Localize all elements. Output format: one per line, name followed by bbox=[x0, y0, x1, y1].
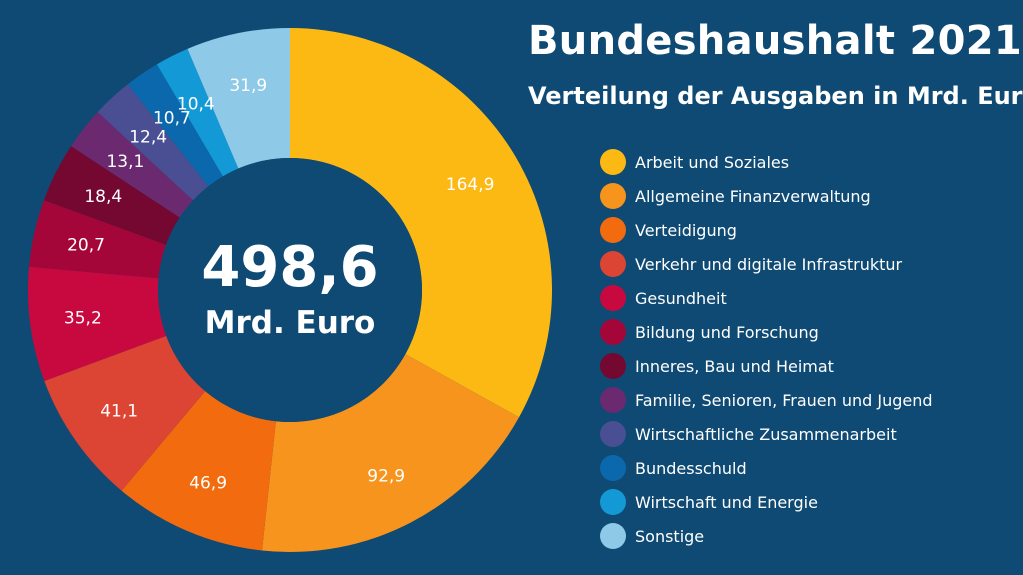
legend-item: Gesundheit bbox=[600, 281, 933, 315]
total-value: 498,6 bbox=[201, 235, 378, 300]
legend-swatch bbox=[600, 455, 626, 481]
legend-swatch bbox=[600, 353, 626, 379]
slice-value-label: 35,2 bbox=[64, 309, 102, 329]
legend-item: Bildung und Forschung bbox=[600, 315, 933, 349]
legend-swatch bbox=[600, 489, 626, 515]
legend-item: Wirtschaft und Energie bbox=[600, 485, 933, 519]
legend-item: Verkehr und digitale Infrastruktur bbox=[600, 247, 933, 281]
legend-item: Allgemeine Finanzverwaltung bbox=[600, 179, 933, 213]
legend-label: Gesundheit bbox=[635, 288, 727, 308]
slice-value-label: 92,9 bbox=[367, 467, 405, 487]
donut-slice bbox=[127, 64, 223, 187]
donut-slice bbox=[121, 391, 276, 551]
donut-slice bbox=[290, 28, 552, 418]
legend-label: Sonstige bbox=[635, 526, 705, 546]
legend-swatch bbox=[600, 421, 626, 447]
donut-chart: 164,992,946,941,135,220,718,413,112,410,… bbox=[27, 27, 552, 553]
donut-slice bbox=[97, 84, 209, 201]
donut-slice bbox=[43, 146, 180, 245]
legend-swatch bbox=[600, 285, 626, 311]
slice-value-label: 41,1 bbox=[100, 401, 138, 421]
legend-item: Bundesschuld bbox=[600, 451, 933, 485]
legend-swatch bbox=[600, 149, 626, 175]
legend-swatch bbox=[600, 251, 626, 277]
legend-label: Familie, Senioren, Frauen und Jugend bbox=[635, 390, 933, 410]
donut-slice bbox=[156, 48, 239, 177]
legend-item: Wirtschaftliche Zusammenarbeit bbox=[600, 417, 933, 451]
donut-slice bbox=[261, 354, 520, 553]
legend-label: Allgemeine Finanzverwaltung bbox=[635, 186, 871, 206]
donut-slice bbox=[44, 335, 206, 491]
slice-value-label: 31,9 bbox=[229, 76, 267, 96]
chart-title: Bundeshaushalt 2021 bbox=[528, 18, 1023, 64]
donut-slice bbox=[27, 266, 167, 382]
slice-value-label: 46,9 bbox=[189, 473, 227, 493]
slice-value-label: 10,7 bbox=[153, 109, 191, 129]
legend-label: Bildung und Forschung bbox=[635, 322, 819, 342]
donut-slice bbox=[187, 27, 290, 169]
legend-swatch bbox=[600, 217, 626, 243]
legend-swatch bbox=[600, 387, 626, 413]
legend-swatch bbox=[600, 183, 626, 209]
total-unit: Mrd. Euro bbox=[205, 305, 376, 341]
legend-label: Arbeit und Soziales bbox=[635, 152, 790, 172]
legend-item: Familie, Senioren, Frauen und Jugend bbox=[600, 383, 933, 417]
slice-value-label: 18,4 bbox=[84, 187, 122, 207]
slice-value-label: 12,4 bbox=[129, 128, 167, 148]
legend: Arbeit und Soziales Allgemeine Finanzverw… bbox=[600, 145, 933, 553]
donut-slices bbox=[27, 27, 552, 553]
legend-item: Sonstige bbox=[600, 519, 933, 553]
legend-item: Arbeit und Soziales bbox=[600, 145, 933, 179]
legend-item: Inneres, Bau und Heimat bbox=[600, 349, 933, 383]
donut-hole bbox=[158, 158, 422, 422]
chart-subtitle: Verteilung der Ausgaben in Mrd. Euro bbox=[528, 82, 1023, 110]
slice-value-label: 20,7 bbox=[67, 236, 105, 256]
donut-slice-labels: 164,992,946,941,135,220,718,413,112,410,… bbox=[64, 76, 495, 493]
legend-label: Verteidigung bbox=[635, 220, 737, 240]
legend-item: Verteidigung bbox=[600, 213, 933, 247]
legend-label: Inneres, Bau und Heimat bbox=[635, 356, 834, 376]
slice-value-label: 10,4 bbox=[177, 94, 215, 114]
legend-label: Verkehr und digitale Infrastruktur bbox=[635, 254, 903, 274]
donut-slice bbox=[71, 112, 194, 218]
slice-value-label: 13,1 bbox=[106, 152, 144, 172]
donut-slice bbox=[29, 200, 166, 279]
legend-label: Bundesschuld bbox=[635, 458, 747, 478]
legend-label: Wirtschaft und Energie bbox=[635, 492, 818, 512]
legend-label: Wirtschaftliche Zusammenarbeit bbox=[635, 424, 897, 444]
legend-swatch bbox=[600, 523, 626, 549]
slice-value-label: 164,9 bbox=[446, 175, 495, 195]
legend-swatch bbox=[600, 319, 626, 345]
